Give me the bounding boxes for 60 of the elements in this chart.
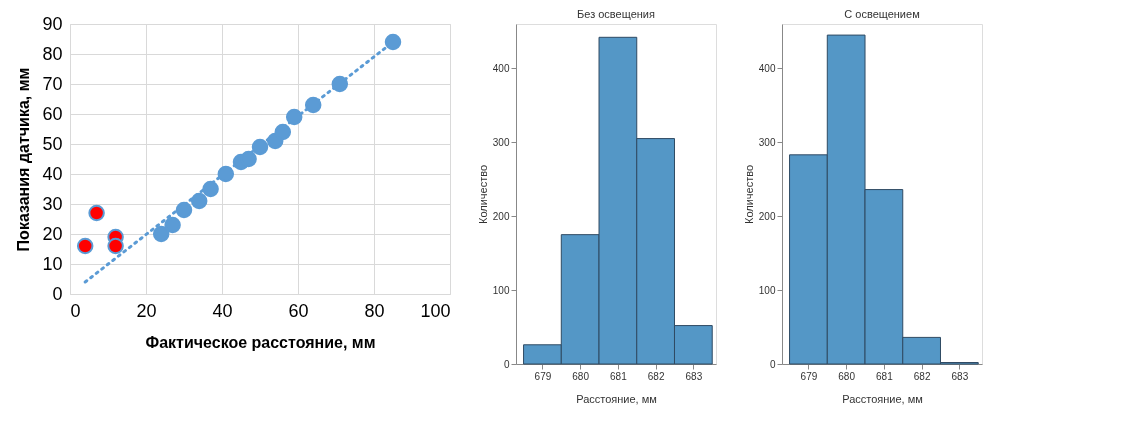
y-tick-label: 70 [42, 73, 63, 94]
y-tick-label: 60 [42, 103, 63, 124]
point [384, 33, 402, 51]
x-tick-label: 679 [534, 370, 552, 382]
y-tick-label: 300 [492, 136, 510, 148]
x-tick-label: 680 [572, 370, 590, 382]
x-tick-label: 680 [838, 370, 856, 382]
chart-title: Без освещения [577, 8, 655, 20]
point [285, 108, 303, 126]
y-tick-label: 400 [758, 62, 776, 74]
y-axis-title: Количество [476, 164, 489, 225]
y-tick-label: 300 [758, 136, 776, 148]
point [202, 180, 219, 198]
y-axis-title: Количество [742, 164, 755, 225]
x-tick-label: 683 [951, 370, 969, 382]
x-tick-label: 40 [212, 300, 233, 321]
y-tick-label: 90 [42, 13, 63, 34]
x-tick-label: 683 [685, 370, 703, 382]
point [331, 75, 349, 93]
point [76, 237, 94, 255]
point [274, 123, 292, 141]
x-axis-title: Расстояние, мм [576, 392, 657, 405]
point [190, 192, 208, 210]
point [88, 204, 105, 222]
point [164, 216, 181, 234]
y-tick-label: 0 [503, 358, 510, 370]
y-axis-title: Показания датчика, мм [15, 67, 33, 252]
y-tick-label: 10 [42, 253, 63, 274]
point [304, 96, 322, 114]
x-axis-title: Расстояние, мм [842, 392, 923, 405]
point [240, 150, 257, 168]
x-tick-label: 80 [364, 300, 385, 321]
x-tick-label: 0 [70, 300, 81, 321]
point [107, 237, 124, 255]
x-tick-label: 681 [876, 370, 894, 382]
y-tick-label: 200 [758, 210, 776, 222]
y-tick-label: 200 [492, 210, 510, 222]
x-tick-label: 100 [420, 300, 451, 321]
x-axis-title: Фактическое расстояние, мм [145, 333, 376, 351]
point [152, 225, 170, 243]
y-tick-label: 20 [42, 223, 63, 244]
y-tick-label: 100 [758, 284, 776, 296]
x-tick-label: 681 [610, 370, 628, 382]
x-tick-label: 60 [288, 300, 309, 321]
point [217, 165, 235, 183]
chart-title: С освещением [844, 8, 920, 20]
point [175, 201, 193, 219]
y-tick-label: 30 [42, 193, 63, 214]
y-tick-label: 80 [42, 43, 63, 64]
y-tick-label: 400 [492, 62, 510, 74]
x-tick-label: 682 [647, 370, 665, 382]
x-tick-label: 679 [800, 370, 818, 382]
y-tick-label: 50 [42, 133, 63, 154]
y-tick-label: 100 [492, 284, 510, 296]
x-tick-label: 682 [913, 370, 931, 382]
y-tick-label: 0 [769, 358, 776, 370]
point [251, 138, 269, 156]
y-tick-label: 0 [52, 283, 63, 304]
y-tick-label: 40 [42, 163, 63, 184]
x-tick-label: 20 [136, 300, 157, 321]
